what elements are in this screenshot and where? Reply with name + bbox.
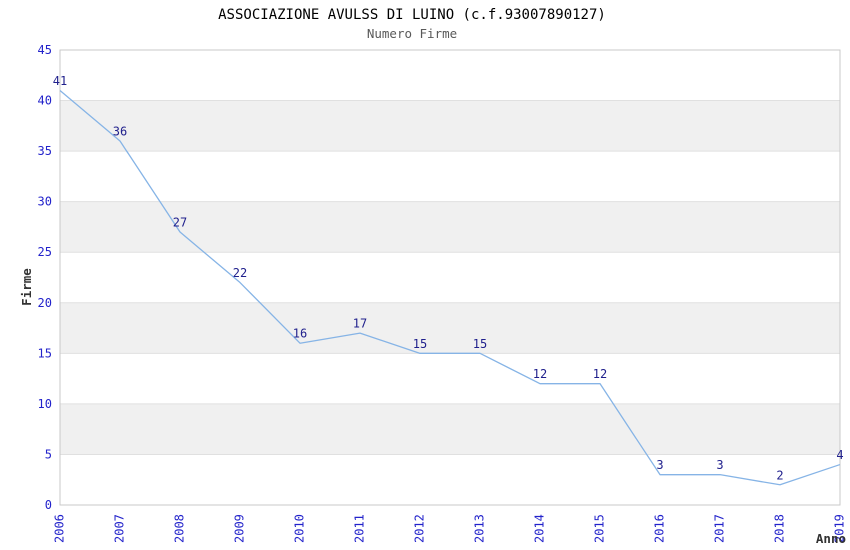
point-label: 41	[53, 74, 67, 88]
point-label: 4	[836, 448, 843, 462]
x-tick-label: 2014	[533, 514, 547, 543]
x-tick-label: 2009	[233, 514, 247, 543]
point-label: 22	[233, 266, 247, 280]
point-label: 2	[776, 468, 783, 482]
point-label: 3	[656, 458, 663, 472]
point-label: 15	[413, 337, 427, 351]
point-labels: 41 36 27 22 16 17 15 15 12 12 3 3 2 4	[53, 74, 844, 482]
data-line	[59, 89, 841, 486]
y-tick-label: 40	[38, 94, 52, 108]
x-tick-label: 2015	[593, 514, 607, 543]
y-tick-label: 0	[45, 498, 52, 512]
plot-border	[59, 49, 841, 506]
y-tick-label: 10	[38, 397, 52, 411]
point-label: 16	[293, 327, 307, 341]
grid-band	[60, 100, 840, 152]
x-tick-label: 2017	[713, 514, 727, 543]
point-label: 15	[473, 337, 487, 351]
x-tick-label: 2007	[113, 514, 127, 543]
x-tick-label: 2018	[773, 514, 787, 543]
point-label: 17	[353, 317, 367, 331]
y-tick-label: 30	[38, 195, 52, 209]
point-label: 12	[533, 367, 547, 381]
x-tick-label: 2010	[293, 514, 307, 543]
y-tick-label: 20	[38, 296, 52, 310]
y-tick-label: 25	[38, 245, 52, 259]
grid-bands	[60, 100, 840, 455]
grid-lines	[60, 100, 840, 455]
point-label: 3	[716, 458, 723, 472]
point-label: 12	[593, 367, 607, 381]
x-axis-title: Anno	[816, 531, 846, 546]
grid-band	[60, 403, 840, 455]
y-axis-title: Firme	[19, 268, 34, 306]
y-tick-label: 35	[38, 144, 52, 158]
x-tick-label: 2006	[53, 514, 67, 543]
y-tick-labels: 0 5 10 15 20 25 30 35 40 45	[38, 43, 52, 512]
x-tick-label: 2013	[473, 514, 487, 543]
x-tick-labels: 2006 2007 2008 2009 2010 2011 2012 2013 2014 2015…	[53, 514, 847, 543]
y-tick-label: 15	[38, 346, 52, 360]
grid-band	[60, 302, 840, 354]
x-tick-label: 2011	[353, 514, 367, 543]
point-label: 27	[173, 216, 187, 230]
chart-title: ASSOCIAZIONE AVULSS DI LUINO (c.f.930078…	[218, 7, 606, 23]
chart-subtitle: Numero Firme	[367, 26, 457, 41]
y-tick-label: 45	[38, 43, 52, 57]
x-tick-label: 2012	[413, 514, 427, 543]
x-tick-label: 2019	[833, 514, 847, 543]
x-tick-label: 2008	[173, 514, 187, 543]
grid-band	[60, 201, 840, 253]
x-tick-label: 2016	[653, 514, 667, 543]
point-label: 36	[113, 125, 127, 139]
y-tick-label: 5	[45, 447, 52, 461]
